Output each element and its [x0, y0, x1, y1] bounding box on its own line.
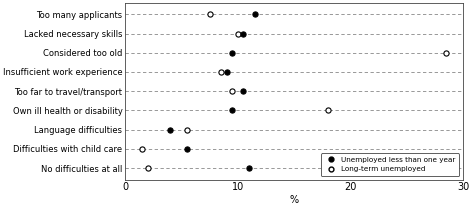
Point — [183, 128, 191, 131]
Point — [167, 128, 174, 131]
Point — [144, 166, 152, 170]
Point — [324, 109, 332, 112]
Point — [245, 166, 253, 170]
Legend: Unemployed less than one year, Long-term unemployed: Unemployed less than one year, Long-term… — [320, 153, 459, 176]
X-axis label: %: % — [290, 195, 299, 205]
Point — [183, 147, 191, 151]
Point — [240, 32, 247, 35]
Point — [240, 90, 247, 93]
Point — [138, 147, 146, 151]
Point — [251, 13, 259, 16]
Point — [228, 109, 236, 112]
Point — [217, 70, 225, 74]
Point — [206, 13, 213, 16]
Point — [442, 51, 450, 54]
Point — [234, 32, 242, 35]
Point — [228, 51, 236, 54]
Point — [223, 70, 230, 74]
Point — [228, 90, 236, 93]
